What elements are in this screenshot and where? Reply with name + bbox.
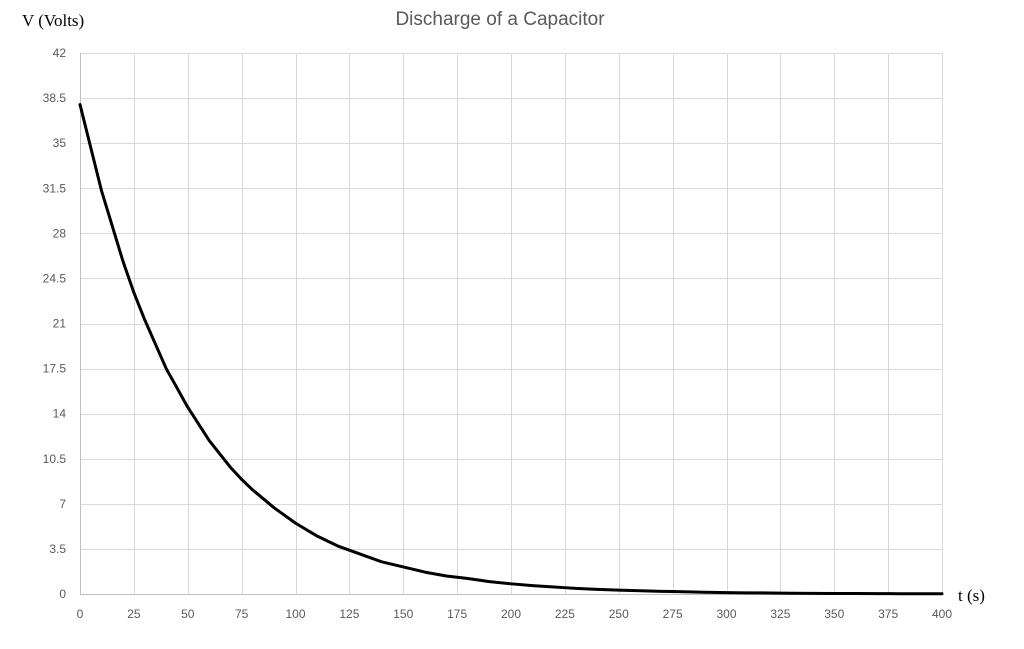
x-axis-label: t (s) [958,586,985,605]
y-tick-label: 17.5 [43,362,67,376]
y-tick-label: 28 [53,226,67,240]
x-tick-label: 25 [127,607,141,621]
x-tick-label: 100 [285,607,305,621]
y-tick-label: 7 [59,497,66,511]
x-tick-label: 75 [235,607,249,621]
x-tick-label: 325 [770,607,790,621]
x-tick-label: 275 [663,607,683,621]
y-tick-label: 3.5 [49,542,66,556]
y-tick-label: 35 [53,136,67,150]
series-layer [78,103,944,596]
y-axis-label: V (Volts) [22,11,84,30]
gridlines [80,53,943,594]
x-tick-label: 125 [339,607,359,621]
y-tick-label: 42 [53,46,67,60]
tick-labels: 0 25 50 75 100 125 150 175 200 225 250 275 300 325 350… [43,46,953,621]
x-tick-label: 375 [878,607,898,621]
x-tick-label: 50 [181,607,195,621]
x-tick-label: 400 [932,607,952,621]
x-tick-label: 150 [393,607,413,621]
chart-title: Discharge of a Capacitor [395,9,605,30]
y-tick-label: 10.5 [43,452,67,466]
x-tick-label: 350 [824,607,844,621]
x-tick-label: 225 [555,607,575,621]
x-tick-label: 175 [447,607,467,621]
discharge-curve [78,103,944,596]
x-tick-label: 250 [609,607,629,621]
x-tick-label: 0 [77,607,84,621]
y-tick-label: 14 [53,407,67,421]
y-tick-label: 31.5 [43,181,67,195]
y-tick-label: 0 [59,587,66,601]
y-tick-label: 21 [53,317,67,331]
x-tick-label: 200 [501,607,521,621]
y-tick-label: 24.5 [43,271,67,285]
x-tick-label: 300 [716,607,736,621]
y-tick-label: 38.5 [43,91,67,105]
